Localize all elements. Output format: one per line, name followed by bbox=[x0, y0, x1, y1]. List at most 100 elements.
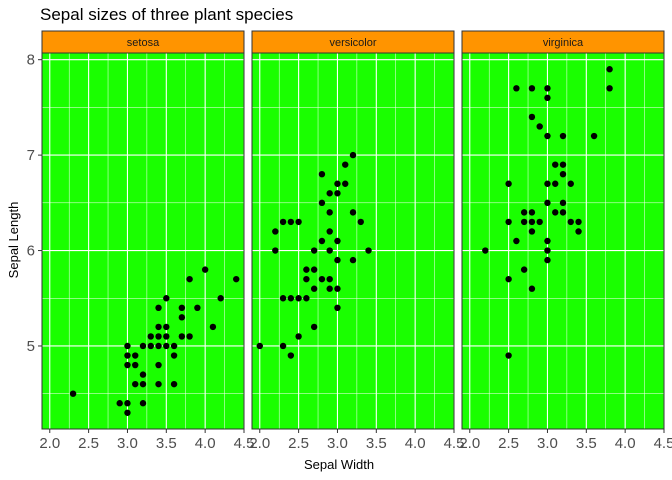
data-point bbox=[310, 323, 318, 331]
data-point bbox=[310, 285, 318, 292]
data-point bbox=[349, 256, 357, 264]
data-point bbox=[505, 218, 512, 226]
data-point bbox=[132, 380, 139, 388]
data-point bbox=[544, 247, 551, 254]
x-axis-title: Sepal Width bbox=[304, 457, 374, 472]
data-point bbox=[279, 295, 287, 302]
panel-border bbox=[251, 52, 455, 430]
data-point bbox=[132, 361, 139, 369]
data-point bbox=[559, 161, 567, 168]
data-point bbox=[559, 199, 567, 207]
data-point bbox=[520, 218, 528, 226]
data-point bbox=[544, 199, 551, 207]
y-axis-title: Sepal Length bbox=[6, 202, 21, 279]
data-point bbox=[575, 218, 582, 226]
data-point bbox=[139, 371, 147, 378]
data-point bbox=[342, 180, 349, 187]
data-point bbox=[295, 295, 302, 302]
data-point bbox=[279, 342, 287, 350]
panel-border bbox=[461, 52, 665, 430]
data-point bbox=[334, 256, 341, 264]
data-point bbox=[567, 218, 574, 226]
data-point bbox=[513, 85, 520, 92]
y-tick-label: 5 bbox=[27, 338, 35, 355]
data-point bbox=[178, 314, 186, 321]
data-point bbox=[69, 390, 77, 397]
x-tick-label: 3.0 bbox=[327, 435, 348, 452]
data-point bbox=[124, 409, 131, 416]
data-point bbox=[544, 94, 551, 102]
data-point bbox=[132, 352, 139, 359]
data-point bbox=[233, 275, 240, 283]
data-point bbox=[256, 342, 263, 350]
data-point bbox=[155, 361, 162, 369]
data-point bbox=[124, 352, 131, 359]
x-tick-label: 2.0 bbox=[249, 435, 270, 452]
data-point bbox=[318, 275, 326, 283]
data-point bbox=[349, 151, 357, 159]
data-point bbox=[334, 285, 341, 292]
data-point bbox=[326, 209, 333, 216]
data-point bbox=[318, 170, 326, 178]
data-point bbox=[272, 247, 279, 254]
data-point bbox=[482, 247, 489, 254]
x-tick-label: 4.0 bbox=[195, 435, 216, 452]
data-point bbox=[326, 285, 333, 292]
data-point bbox=[590, 132, 598, 140]
data-point bbox=[544, 85, 551, 92]
panel-background bbox=[252, 53, 454, 429]
x-tick-label: 2.0 bbox=[459, 435, 480, 452]
data-point bbox=[272, 228, 279, 235]
x-tick-label: 3.5 bbox=[156, 435, 177, 452]
data-point bbox=[342, 161, 349, 168]
facet-panels: setosa 2.0 2.5 3.0 3.5 4.0 4.5 versicolor 2.0 2.5… bbox=[39, 30, 672, 452]
data-point bbox=[334, 180, 341, 187]
data-point bbox=[334, 190, 341, 197]
data-point bbox=[349, 209, 357, 216]
data-point bbox=[124, 400, 131, 407]
data-point bbox=[326, 275, 333, 283]
data-point bbox=[124, 361, 131, 369]
data-point bbox=[365, 247, 372, 254]
data-point bbox=[536, 123, 543, 130]
data-point bbox=[528, 218, 536, 226]
y-tick-label: 7 bbox=[27, 147, 35, 164]
data-point bbox=[147, 342, 154, 350]
data-point bbox=[163, 295, 170, 302]
data-point bbox=[559, 132, 567, 140]
panel-border bbox=[41, 52, 245, 430]
data-point bbox=[163, 333, 170, 340]
data-point bbox=[124, 342, 131, 350]
data-point bbox=[287, 218, 295, 226]
data-point bbox=[536, 218, 543, 226]
data-point bbox=[552, 209, 559, 216]
data-point bbox=[186, 333, 193, 340]
data-point bbox=[326, 190, 333, 197]
data-point bbox=[552, 161, 559, 168]
data-point bbox=[279, 218, 287, 226]
data-point bbox=[155, 342, 162, 350]
panel-background bbox=[462, 53, 664, 429]
data-point bbox=[357, 218, 364, 226]
data-point bbox=[544, 237, 551, 245]
x-tick-label: 4.0 bbox=[615, 435, 636, 452]
data-point bbox=[505, 352, 512, 359]
data-point bbox=[209, 323, 217, 331]
data-point bbox=[318, 199, 326, 207]
panel-background bbox=[42, 53, 244, 429]
y-tick-label: 8 bbox=[27, 52, 35, 69]
data-point bbox=[178, 304, 186, 312]
x-tick-label: 4.0 bbox=[405, 435, 426, 452]
data-point bbox=[528, 85, 536, 92]
data-point bbox=[544, 256, 551, 264]
data-point bbox=[520, 209, 528, 216]
data-point bbox=[217, 295, 224, 302]
facet-strip-label: versicolor bbox=[329, 37, 376, 49]
x-tick-label: 2.5 bbox=[288, 435, 309, 452]
data-point bbox=[318, 237, 326, 245]
data-point bbox=[326, 228, 333, 235]
data-point bbox=[303, 295, 310, 302]
data-point bbox=[287, 295, 295, 302]
data-point bbox=[186, 275, 193, 283]
data-point bbox=[139, 380, 147, 388]
